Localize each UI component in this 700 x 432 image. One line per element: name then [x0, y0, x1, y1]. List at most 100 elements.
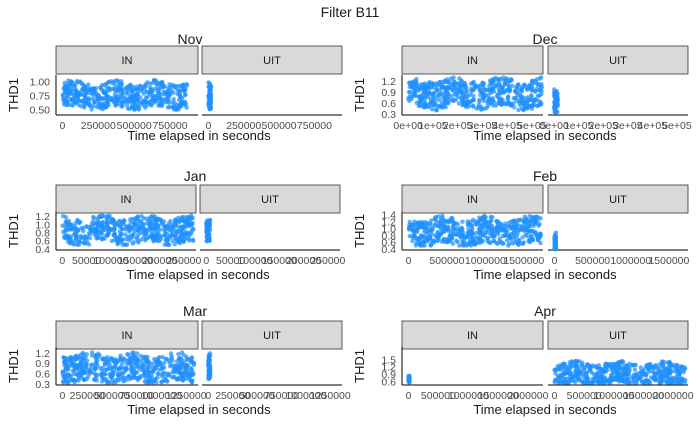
- data-point: [441, 104, 447, 109]
- data-point: [667, 377, 672, 382]
- data-point: [407, 222, 412, 228]
- facet-strip-label: UIT: [609, 194, 627, 206]
- data-point: [60, 93, 65, 99]
- data-point: [151, 368, 156, 374]
- data-point: [480, 80, 485, 86]
- data-point: [166, 100, 172, 106]
- x-tick-label: 0: [205, 390, 211, 402]
- data-point: [510, 225, 515, 230]
- data-point: [537, 76, 542, 81]
- x-tick-label: 1250000: [310, 390, 351, 402]
- data-point: [643, 365, 648, 371]
- data-point: [427, 90, 433, 96]
- data-point: [72, 354, 77, 360]
- data-point: [458, 95, 464, 101]
- data-point: [151, 78, 157, 83]
- data-point: [177, 88, 182, 93]
- x-tick-label: 1000000: [465, 255, 506, 267]
- data-point: [78, 219, 83, 225]
- data-point: [184, 357, 189, 362]
- data-point: [660, 359, 665, 364]
- data-point: [501, 75, 506, 80]
- data-point: [437, 97, 442, 103]
- data-point: [485, 239, 490, 244]
- data-point: [124, 365, 129, 370]
- x-tick-label: 200000: [286, 255, 321, 267]
- data-point: [104, 377, 109, 382]
- data-point: [157, 87, 162, 92]
- data-point: [505, 95, 510, 101]
- y-tick-label: 0.4: [381, 244, 396, 256]
- data-point: [62, 375, 68, 381]
- data-point: [179, 371, 184, 376]
- data-point: [139, 237, 144, 242]
- data-point: [138, 95, 143, 100]
- data-point: [172, 242, 177, 247]
- data-point: [131, 352, 136, 358]
- data-point: [430, 93, 436, 98]
- x-axis-label: Time elapsed in seconds: [473, 128, 617, 143]
- data-point: [617, 365, 623, 371]
- data-point: [63, 366, 68, 371]
- data-point: [621, 379, 626, 384]
- data-point: [488, 98, 494, 103]
- data-point: [110, 216, 115, 222]
- y-axis-label: THD1: [352, 214, 367, 248]
- data-point: [666, 365, 671, 370]
- data-point: [500, 98, 505, 103]
- facet-strip-label: UIT: [609, 55, 627, 67]
- data-point: [414, 241, 419, 246]
- data-point: [95, 225, 100, 230]
- data-point: [427, 235, 433, 240]
- data-point: [557, 365, 562, 370]
- data-point: [69, 355, 74, 361]
- data-point: [93, 356, 98, 361]
- data-point: [568, 362, 574, 367]
- data-point: [682, 380, 687, 385]
- x-tick-label: 250000: [226, 120, 261, 132]
- data-point: [510, 218, 516, 223]
- y-tick-label: 1.0: [381, 223, 396, 235]
- data-point: [106, 102, 111, 108]
- facet-strip-label: UIT: [261, 194, 279, 206]
- facet-strip-label: IN: [122, 55, 133, 67]
- data-point: [490, 215, 495, 220]
- data-point: [64, 87, 69, 92]
- x-tick-label: 100000: [93, 255, 128, 267]
- data-point: [510, 83, 515, 89]
- data-point: [61, 213, 66, 219]
- data-point: [537, 232, 542, 237]
- data-point: [65, 102, 71, 108]
- data-point: [604, 378, 609, 383]
- data-point: [422, 243, 427, 248]
- data-point: [434, 81, 439, 86]
- data-point: [444, 85, 449, 90]
- facet-strip-label: IN: [467, 55, 478, 67]
- x-tick-label: 0: [60, 390, 66, 402]
- data-point: [94, 230, 100, 235]
- facet-strip: [401, 184, 544, 214]
- data-point: [679, 364, 685, 369]
- x-tick-label: 250000: [70, 390, 105, 402]
- data-point: [498, 91, 503, 96]
- data-point: [184, 83, 190, 88]
- data-point: [591, 377, 597, 382]
- y-tick-label: 1.2: [381, 362, 396, 374]
- data-point: [454, 232, 459, 237]
- data-point: [538, 99, 543, 105]
- data-point: [677, 380, 683, 385]
- x-tick-label: 1500000: [478, 390, 519, 402]
- data-point: [535, 93, 541, 98]
- data-point: [76, 93, 81, 99]
- month-panel-nov: Nov THD1 0.500.75 1.00 Time elapsed in secon…: [6, 31, 343, 143]
- data-point: [152, 214, 158, 219]
- data-point: [479, 90, 484, 95]
- data-point: [64, 380, 70, 385]
- data-point: [608, 375, 613, 380]
- data-point: [439, 100, 445, 106]
- data-point: [657, 369, 662, 375]
- data-point: [503, 221, 508, 226]
- data-point: [208, 95, 213, 101]
- data-point: [553, 245, 559, 251]
